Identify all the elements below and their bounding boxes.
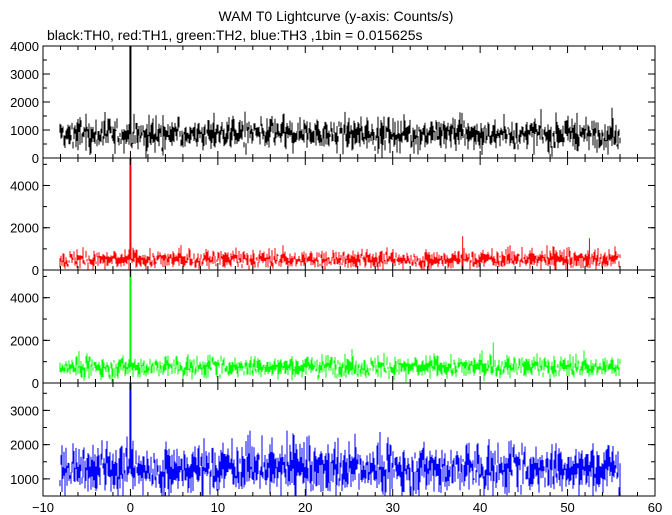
y-tick-label: 1000 xyxy=(10,472,39,487)
y-tick-label: 2000 xyxy=(10,438,39,453)
y-tick-label: 0 xyxy=(32,263,39,278)
series-th3 xyxy=(59,430,621,496)
y-tick-label: 3000 xyxy=(10,67,39,82)
x-tick-label: 60 xyxy=(648,500,662,515)
y-tick-label: 2000 xyxy=(10,95,39,110)
x-tick-label: 50 xyxy=(560,500,574,515)
y-tick-label: 0 xyxy=(32,376,39,391)
series-th0 xyxy=(59,107,621,158)
y-tick-label: 2000 xyxy=(10,333,39,348)
x-tick-label: 10 xyxy=(211,500,225,515)
y-tick-label: 4000 xyxy=(10,39,39,54)
series-th1 xyxy=(59,245,621,270)
x-tick-label: 0 xyxy=(127,500,134,515)
y-tick-label: 4000 xyxy=(10,291,39,306)
x-tick-label: −10 xyxy=(32,500,54,515)
y-tick-label: 0 xyxy=(32,151,39,166)
x-tick-label: 40 xyxy=(473,500,487,515)
chart-subtitle: black:TH0, red:TH1, green:TH2, blue:TH3 … xyxy=(47,27,423,43)
x-tick-label: 20 xyxy=(298,500,312,515)
y-tick-label: 4000 xyxy=(10,178,39,193)
chart-title: WAM T0 Lightcurve (y-axis: Counts/s) xyxy=(218,8,454,24)
y-tick-label: 2000 xyxy=(10,221,39,236)
y-tick-label: 3000 xyxy=(10,403,39,418)
x-tick-label: 30 xyxy=(385,500,399,515)
y-tick-label: 1000 xyxy=(10,123,39,138)
panel-frame-th3 xyxy=(42,382,656,497)
series-th2 xyxy=(59,349,621,383)
